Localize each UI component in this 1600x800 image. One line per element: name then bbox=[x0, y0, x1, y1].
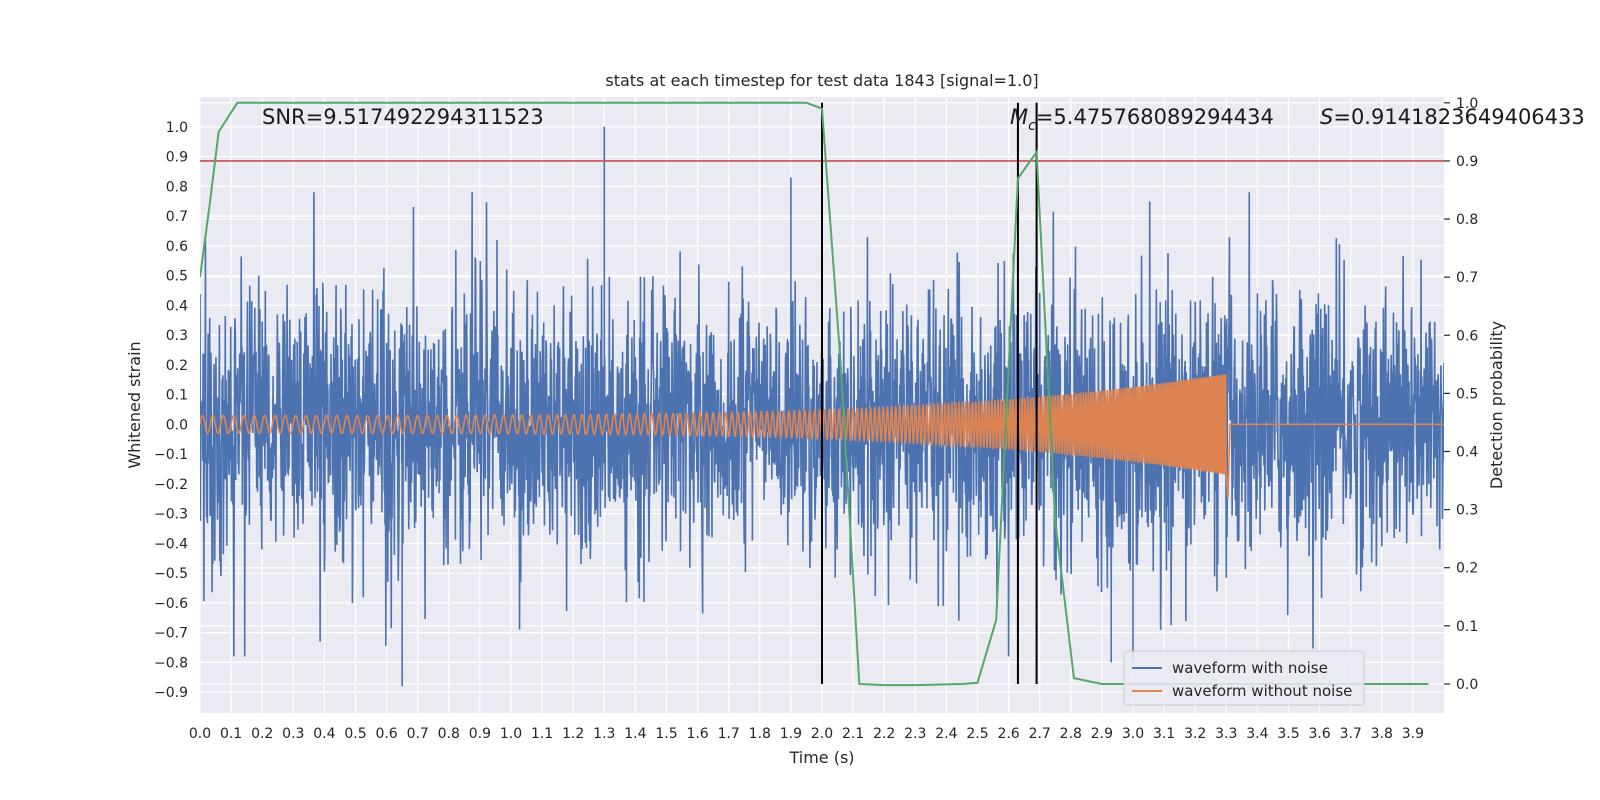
x-tick-label: 2.1 bbox=[842, 726, 864, 742]
right-tick-label: 0.3 bbox=[1456, 503, 1478, 519]
x-axis-ticks: 0.0 0.1 0.2 0.3 0.4 0.5 0.6 0.7 0.8 0.9 1.0 1.1 1.2 1… bbox=[189, 726, 1424, 742]
x-tick-label: 0.0 bbox=[189, 726, 211, 742]
x-tick-label: 3.2 bbox=[1184, 726, 1206, 742]
series-detection-probability bbox=[200, 101, 1429, 687]
x-tick-label: 3.8 bbox=[1371, 726, 1393, 742]
right-tick-label: 0.8 bbox=[1456, 212, 1478, 228]
right-tick-label: 0.9 bbox=[1456, 154, 1478, 170]
y-tick-label: −0.5 bbox=[154, 566, 188, 582]
s-annotation: S=0.9141823649406433 bbox=[1320, 105, 1585, 129]
x-tick-label: 3.3 bbox=[1215, 726, 1237, 742]
x-tick-label: 1.1 bbox=[531, 726, 553, 742]
vertical-markers bbox=[821, 102, 1038, 684]
x-tick-label: 0.7 bbox=[407, 726, 429, 742]
x-tick-label: 1.9 bbox=[780, 726, 802, 742]
mc-subscript: c bbox=[1028, 118, 1036, 134]
x-tick-label: 0.5 bbox=[344, 726, 366, 742]
right-y-axis-label: Detection probability bbox=[1487, 321, 1506, 489]
y-tick-label: −0.8 bbox=[154, 655, 188, 671]
snr-annotation: SNR=9.517492294311523 bbox=[262, 105, 544, 129]
x-tick-label: 1.0 bbox=[500, 726, 522, 742]
x-tick-label: 2.8 bbox=[1060, 726, 1082, 742]
y-axis-label: Whitened strain bbox=[125, 341, 144, 468]
y-tick-label: 0.0 bbox=[166, 417, 188, 433]
x-tick-label: 2.3 bbox=[904, 726, 926, 742]
y-tick-label: 1.0 bbox=[166, 120, 188, 136]
y-tick-label: −0.2 bbox=[154, 477, 188, 493]
x-tick-label: 3.4 bbox=[1246, 726, 1268, 742]
x-axis-label: Time (s) bbox=[788, 748, 854, 767]
y-tick-label: −0.9 bbox=[154, 685, 188, 701]
x-tick-label: 3.1 bbox=[1153, 726, 1175, 742]
x-tick-label: 1.6 bbox=[686, 726, 708, 742]
right-tick-label: 0.4 bbox=[1456, 444, 1478, 460]
x-tick-label: 1.7 bbox=[718, 726, 740, 742]
mc-value: =5.475768089294434 bbox=[1036, 105, 1274, 129]
y-tick-label: 0.3 bbox=[166, 328, 188, 344]
series-waveform-without-noise bbox=[200, 373, 1444, 499]
y-tick-label: 0.7 bbox=[166, 209, 188, 225]
legend: waveform with noise waveform without noi… bbox=[1123, 650, 1365, 706]
y-tick-label: −0.6 bbox=[154, 596, 188, 612]
x-tick-label: 2.0 bbox=[811, 726, 833, 742]
y-tick-label: 0.6 bbox=[166, 239, 188, 255]
y-tick-label: −0.3 bbox=[154, 507, 188, 523]
x-tick-label: 3.0 bbox=[1122, 726, 1144, 742]
chart-title: stats at each timestep for test data 184… bbox=[605, 71, 1038, 90]
y-axis-ticks: 1.0 0.9 0.8 0.7 0.6 0.5 0.4 0.3 0.2 0.1 0.0 −0.1 −0.… bbox=[154, 120, 188, 701]
x-tick-label: 2.5 bbox=[966, 726, 988, 742]
x-tick-label: 3.7 bbox=[1340, 726, 1362, 742]
y-tick-label: −0.7 bbox=[154, 626, 188, 642]
x-tick-label: 1.3 bbox=[593, 726, 615, 742]
right-tick-label: 1.0 bbox=[1456, 96, 1478, 112]
chirp-mass-annotation: Mc=5.475768089294434 bbox=[1010, 105, 1274, 134]
right-tick-label: 0.2 bbox=[1456, 561, 1478, 577]
y-tick-label: −0.1 bbox=[154, 447, 188, 463]
y-tick-label: 0.2 bbox=[166, 358, 188, 374]
x-tick-label: 0.4 bbox=[313, 726, 335, 742]
right-tick-label: 0.5 bbox=[1456, 386, 1478, 402]
x-tick-label: 1.4 bbox=[624, 726, 646, 742]
s-value: =0.9141823649406433 bbox=[1333, 105, 1584, 129]
x-tick-label: 0.6 bbox=[375, 726, 397, 742]
x-tick-label: 0.9 bbox=[469, 726, 491, 742]
x-tick-label: 2.7 bbox=[1029, 726, 1051, 742]
x-tick-label: 3.9 bbox=[1402, 726, 1424, 742]
y-tick-label: 0.9 bbox=[166, 150, 188, 166]
right-axis-ticks: 1.0 0.9 0.8 0.7 0.6 0.5 0.4 0.3 0.2 0.1 0.0 bbox=[1444, 96, 1478, 693]
x-tick-label: 2.9 bbox=[1091, 726, 1113, 742]
x-tick-label: 2.4 bbox=[935, 726, 957, 742]
x-tick-label: 0.2 bbox=[251, 726, 273, 742]
x-tick-label: 2.2 bbox=[873, 726, 895, 742]
right-tick-label: 0.6 bbox=[1456, 328, 1478, 344]
right-tick-label: 0.7 bbox=[1456, 270, 1478, 286]
x-tick-label: 0.1 bbox=[220, 726, 242, 742]
legend-label-with-noise: waveform with noise bbox=[1172, 659, 1328, 677]
x-tick-label: 1.2 bbox=[562, 726, 584, 742]
y-tick-label: 0.5 bbox=[166, 269, 188, 285]
legend-label-without-noise: waveform without noise bbox=[1172, 682, 1352, 700]
y-tick-label: 0.1 bbox=[166, 388, 188, 404]
x-tick-label: 0.3 bbox=[282, 726, 304, 742]
x-tick-label: 1.8 bbox=[749, 726, 771, 742]
legend-box bbox=[1123, 650, 1365, 706]
x-tick-label: 1.5 bbox=[655, 726, 677, 742]
right-tick-label: 0.0 bbox=[1456, 677, 1478, 693]
s-symbol: S bbox=[1320, 105, 1333, 129]
x-tick-label: 0.8 bbox=[438, 726, 460, 742]
y-tick-label: −0.4 bbox=[154, 536, 188, 552]
x-tick-label: 3.6 bbox=[1308, 726, 1330, 742]
x-tick-label: 2.6 bbox=[997, 726, 1019, 742]
x-tick-label: 3.5 bbox=[1277, 726, 1299, 742]
y-tick-label: 0.8 bbox=[166, 179, 188, 195]
right-tick-label: 0.1 bbox=[1456, 619, 1478, 635]
y-tick-label: 0.4 bbox=[166, 298, 188, 314]
mc-symbol: M bbox=[1010, 105, 1028, 129]
